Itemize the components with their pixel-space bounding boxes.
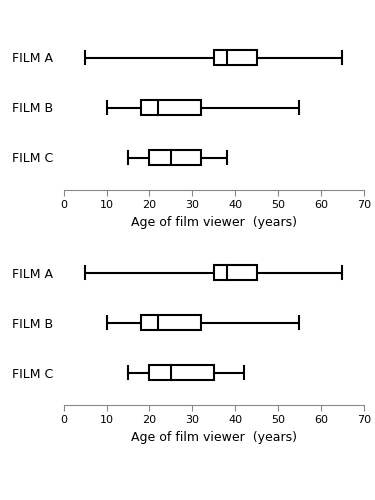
X-axis label: Age of film viewer  (years): Age of film viewer (years) [131,431,297,444]
Bar [141,100,201,115]
Bar [214,50,256,65]
Bar [214,265,256,280]
Bar [141,315,201,330]
Bar [150,365,214,380]
Bar [150,150,201,165]
X-axis label: Age of film viewer  (years): Age of film viewer (years) [131,216,297,229]
